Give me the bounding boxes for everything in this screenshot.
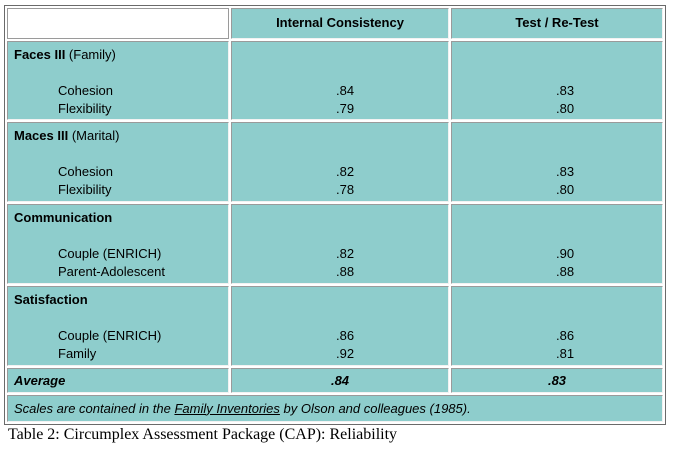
- header-internal-consistency: Internal Consistency: [231, 8, 449, 39]
- average-label: Average: [7, 367, 229, 394]
- header-empty-cell: [7, 8, 229, 39]
- group-items: Couple (ENRICH) Family: [14, 327, 222, 363]
- group-label-cell: Satisfaction Couple (ENRICH) Family: [7, 286, 229, 366]
- retest-value: .86: [556, 328, 575, 344]
- retest-values-cell: .90 .88: [451, 204, 663, 285]
- group-title: Satisfaction: [14, 287, 222, 309]
- item-label: Cohesion: [58, 164, 113, 180]
- internal-values-cell: .86 .92: [231, 286, 449, 366]
- group-title-bold: Satisfaction: [14, 292, 88, 308]
- group-row-faces-iii: Faces III (Family) Cohesion Flexibility …: [7, 40, 663, 121]
- retest-values-cell: .83 .80: [451, 40, 663, 121]
- item-label: Couple (ENRICH): [58, 328, 162, 344]
- internal-values-cell: .84 .79: [231, 40, 449, 121]
- header-test-retest: Test / Re-Test: [451, 8, 663, 39]
- table-header-row: Internal Consistency Test / Re-Test: [7, 8, 663, 39]
- retest-value: .80: [556, 182, 575, 198]
- item-label: Flexibility: [58, 100, 112, 116]
- item-label: Cohesion: [58, 82, 113, 98]
- footnote-cell: Scales are contained in the Family Inven…: [7, 395, 663, 422]
- group-items: Couple (ENRICH) Parent-Adolescent: [14, 245, 222, 281]
- internal-value: .88: [336, 264, 355, 280]
- group-items: Cohesion Flexibility: [14, 163, 222, 199]
- group-row-communication: Communication Couple (ENRICH) Parent-Ado…: [7, 204, 663, 285]
- group-title-bold: Communication: [14, 210, 113, 226]
- group-row-maces-iii: Maces III (Marital) Cohesion Flexibility…: [7, 122, 663, 203]
- footnote-text-after: by Olson and colleagues (1985).: [279, 400, 471, 416]
- internal-values-cell: .82 .88: [231, 204, 449, 285]
- internal-value: .79: [336, 100, 355, 116]
- table-caption: Table 2: Circumplex Assessment Package (…: [8, 426, 398, 443]
- group-title-bold: Faces III: [14, 46, 66, 62]
- retest-value: .83: [556, 164, 575, 180]
- group-label-cell: Faces III (Family) Cohesion Flexibility: [7, 40, 229, 121]
- retest-values-cell: .86 .81: [451, 286, 663, 366]
- footnote-text-before: Scales are contained in the: [14, 400, 175, 416]
- average-retest-value: .83: [451, 367, 663, 394]
- item-label: Parent-Adolescent: [58, 264, 165, 280]
- average-row: Average .84 .83: [7, 367, 663, 394]
- item-label: Family: [58, 346, 97, 362]
- group-title: Communication: [14, 205, 222, 227]
- internal-value: .82: [336, 164, 355, 180]
- retest-value: .81: [556, 346, 575, 362]
- internal-value: .78: [336, 182, 355, 198]
- average-internal-value: .84: [231, 367, 449, 394]
- retest-value: .83: [556, 82, 575, 98]
- item-label: Couple (ENRICH): [58, 246, 162, 262]
- group-items: Cohesion Flexibility: [14, 82, 222, 118]
- group-title-rest: (Family): [65, 46, 116, 62]
- internal-value: .82: [336, 246, 355, 262]
- group-row-satisfaction: Satisfaction Couple (ENRICH) Family .86 …: [7, 286, 663, 366]
- internal-value: .86: [336, 328, 355, 344]
- reliability-table: Internal Consistency Test / Re-Test Face…: [5, 6, 665, 424]
- retest-value: .80: [556, 100, 575, 116]
- retest-value: .88: [556, 264, 575, 280]
- internal-values-cell: .82 .78: [231, 122, 449, 203]
- group-label-cell: Communication Couple (ENRICH) Parent-Ado…: [7, 204, 229, 285]
- group-title: Maces III (Marital): [14, 123, 222, 145]
- group-title-bold: Maces III: [14, 128, 69, 144]
- internal-value: .92: [336, 346, 355, 362]
- family-inventories-link[interactable]: Family Inventories: [174, 400, 280, 416]
- group-title-rest: (Marital): [68, 128, 120, 144]
- item-label: Flexibility: [58, 182, 112, 198]
- group-label-cell: Maces III (Marital) Cohesion Flexibility: [7, 122, 229, 203]
- internal-value: .84: [336, 82, 355, 98]
- footnote-row: Scales are contained in the Family Inven…: [7, 395, 663, 422]
- retest-value: .90: [556, 246, 575, 262]
- group-title: Faces III (Family): [14, 42, 222, 64]
- retest-values-cell: .83 .80: [451, 122, 663, 203]
- reliability-table-frame: Internal Consistency Test / Re-Test Face…: [4, 5, 666, 425]
